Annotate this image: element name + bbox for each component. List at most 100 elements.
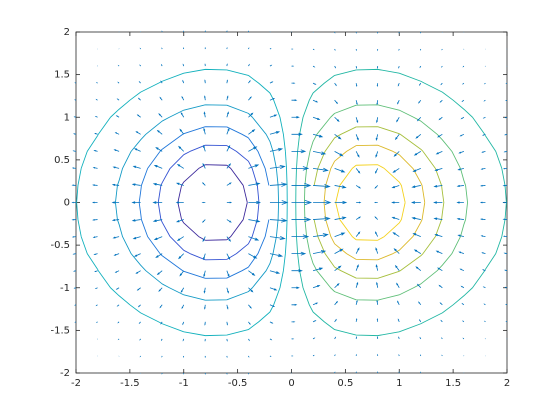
quiver-arrow [71, 167, 77, 169]
quiver-arrow [179, 270, 185, 277]
quiver-arrow [334, 65, 337, 69]
quiver-arrow [291, 217, 312, 223]
quiver-arrow [71, 201, 76, 204]
x-tick-label: 0.5 [337, 378, 353, 389]
quiver-arrow [312, 99, 319, 103]
y-tick-label: 1 [64, 112, 70, 123]
quiver-arrow [269, 338, 273, 341]
quiver-arrow [312, 267, 324, 272]
quiver-arrow [269, 321, 274, 324]
quiver-arrow [226, 182, 232, 186]
quiver-arrow [459, 268, 465, 272]
quiver-arrow [135, 270, 141, 274]
quiver-arrow [376, 299, 379, 305]
quiver-arrow [291, 82, 296, 84]
quiver-arrow [334, 300, 339, 306]
quiver-arrow [375, 247, 379, 254]
contour-line [303, 104, 469, 301]
quiver-arrow [291, 269, 303, 273]
quiver-arrow [291, 303, 298, 306]
quiver-arrow [355, 83, 358, 87]
quiver-arrow [334, 116, 340, 123]
quiver-arrow [248, 129, 256, 135]
quiver-arrow [136, 114, 141, 118]
quiver-arrow [312, 302, 319, 306]
quiver-arrow [248, 200, 262, 205]
quiver-arrow [111, 201, 120, 204]
quiver-arrow [391, 185, 400, 189]
quiver-arrow [182, 63, 185, 67]
quiver-arrow [115, 287, 120, 290]
contour-line [76, 68, 288, 337]
quiver-arrow [202, 236, 206, 243]
quiver-arrow [376, 83, 379, 87]
quiver-arrow [355, 117, 359, 124]
quiver-arrow [503, 252, 508, 255]
quiver-arrow [456, 217, 464, 221]
contour-line [295, 68, 507, 337]
quiver-arrow [93, 253, 98, 256]
quiver-arrow [312, 133, 324, 138]
quiver-arrow [117, 321, 120, 324]
quiver-arrow [433, 201, 443, 204]
quiver-arrow [502, 167, 508, 170]
quiver-arrow [334, 185, 347, 189]
quiver-arrow [479, 201, 486, 204]
quiver-arrow [175, 182, 184, 186]
quiver-arrow [416, 283, 422, 289]
quiver-arrow [248, 182, 261, 186]
quiver-arrow [482, 116, 486, 119]
quiver-arrow [226, 321, 228, 326]
quiver-arrow [398, 336, 400, 340]
quiver-arrow [269, 304, 276, 308]
quiver-arrow [397, 100, 400, 105]
quiver-arrow [115, 115, 120, 118]
quiver-arrow [411, 185, 421, 188]
quiver-arrow [419, 65, 422, 69]
quiver-arrow [179, 128, 185, 135]
quiver-arrow [155, 147, 163, 152]
quiver-arrow [180, 287, 185, 294]
quiver-arrow [291, 149, 307, 154]
quiver-arrow [269, 147, 284, 152]
quiver-arrow [226, 163, 232, 169]
x-tick-label: 1.5 [445, 378, 461, 389]
quiver-arrow [269, 235, 286, 241]
quiver-arrow [397, 82, 400, 87]
quiver-arrow [248, 146, 258, 152]
quiver-arrow [156, 129, 163, 135]
quiver-arrow [480, 218, 486, 221]
quiver-arrow [139, 338, 141, 341]
quiver-arrow [137, 97, 141, 101]
quiver-arrow [203, 270, 206, 278]
quiver-arrow [135, 131, 141, 135]
quiver-arrow [202, 219, 206, 223]
quiver-arrow [312, 320, 317, 323]
quiver-arrow [71, 184, 77, 187]
quiver-arrow [438, 116, 443, 121]
quiver-arrow [481, 150, 486, 153]
quiver-arrow [160, 80, 163, 84]
quiver-arrow [291, 182, 312, 188]
quiver-arrow [376, 100, 379, 106]
quiver-arrow [269, 64, 273, 67]
quiver-arrow [392, 168, 400, 173]
quiver-arrow [334, 168, 346, 173]
quiver-arrow [433, 185, 443, 188]
quiver-arrow [133, 253, 141, 257]
quiver-arrow [248, 321, 251, 325]
quiver-arrow [248, 219, 261, 223]
x-tick-label: -0.5 [228, 378, 248, 389]
quiver-arrow [391, 216, 400, 220]
quiver-arrow [93, 149, 98, 152]
quiver-arrow [376, 117, 379, 124]
quiver-arrow [435, 250, 443, 255]
quiver-arrow [92, 236, 98, 238]
quiver-arrow [312, 65, 316, 68]
quiver-arrow [355, 168, 361, 174]
quiver-arrow [116, 98, 120, 101]
quiver-arrow [202, 162, 206, 169]
quiver-arrow [152, 219, 163, 223]
quiver-arrow [269, 81, 274, 84]
quiver-arrow [334, 265, 342, 272]
